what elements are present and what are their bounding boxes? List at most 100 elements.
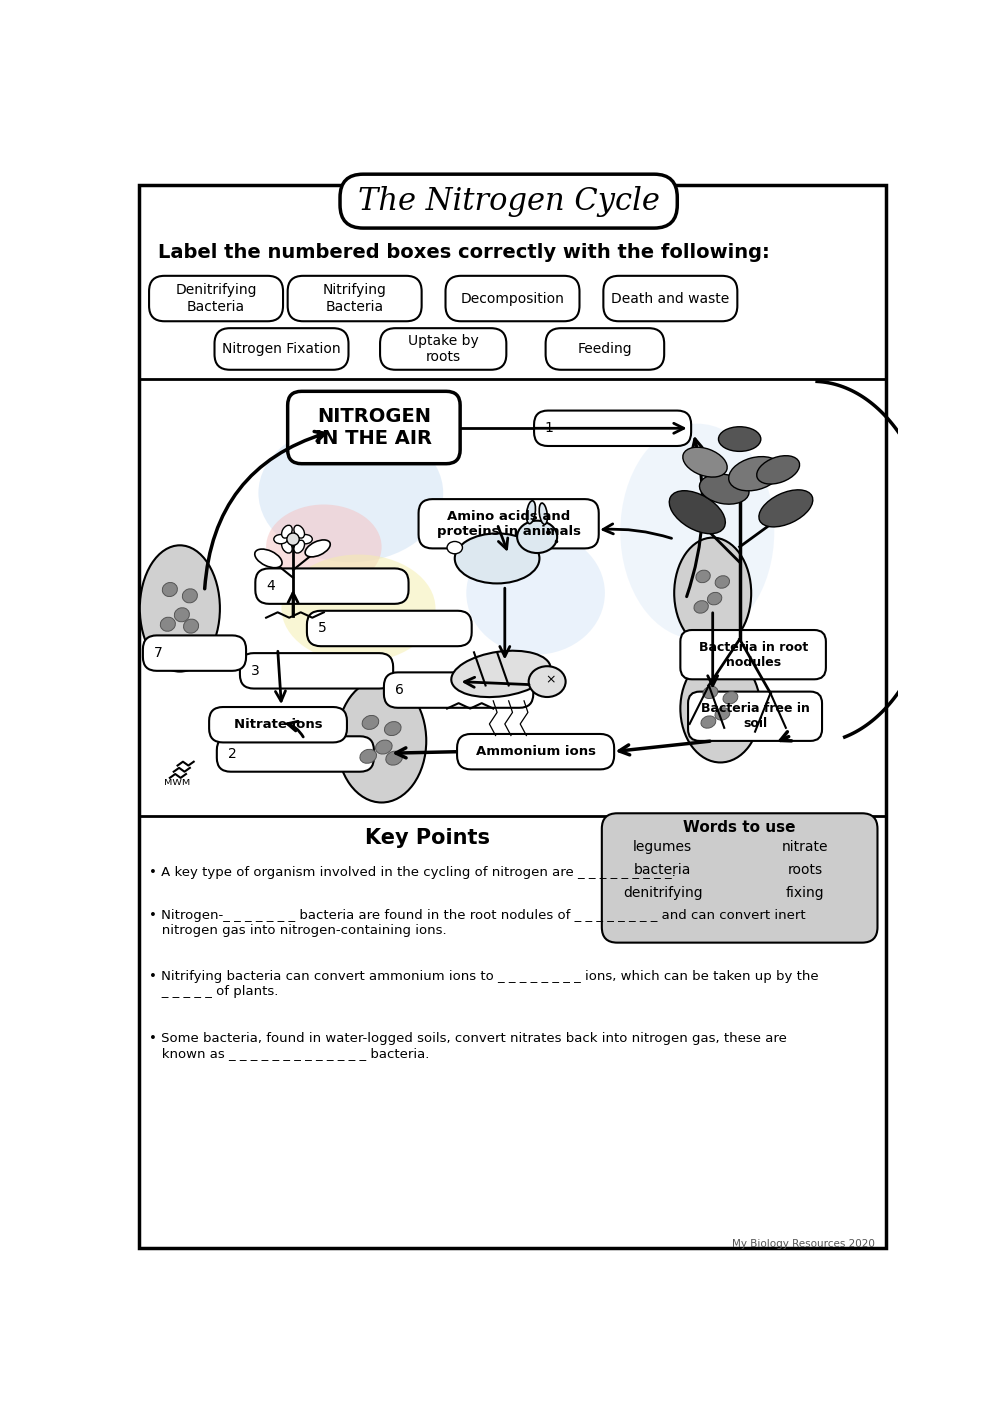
Ellipse shape: [384, 722, 401, 736]
Text: 1: 1: [545, 421, 554, 435]
Ellipse shape: [298, 534, 312, 544]
FancyBboxPatch shape: [446, 276, 579, 321]
Ellipse shape: [360, 749, 377, 763]
Ellipse shape: [282, 526, 292, 538]
Circle shape: [287, 533, 299, 545]
Text: 4: 4: [266, 579, 275, 593]
Text: ×: ×: [546, 674, 556, 687]
Text: Key Points: Key Points: [365, 828, 490, 848]
Ellipse shape: [182, 589, 197, 603]
Ellipse shape: [294, 526, 305, 538]
Text: 3: 3: [251, 664, 259, 678]
Text: NITROGEN
IN THE AIR: NITROGEN IN THE AIR: [315, 407, 432, 448]
Ellipse shape: [466, 531, 605, 654]
Ellipse shape: [305, 540, 330, 557]
Ellipse shape: [683, 448, 727, 478]
Text: • Nitrifying bacteria can convert ammonium ions to _ _ _ _ _ _ _ _ ions, which c: • Nitrifying bacteria can convert ammoni…: [149, 971, 819, 999]
Ellipse shape: [451, 651, 551, 697]
Ellipse shape: [694, 601, 708, 613]
Text: • Some bacteria, found in water-logged soils, convert nitrates back into nitroge: • Some bacteria, found in water-logged s…: [149, 1031, 787, 1060]
FancyBboxPatch shape: [688, 691, 822, 740]
Ellipse shape: [294, 540, 305, 552]
FancyBboxPatch shape: [419, 499, 599, 548]
Text: ᴹᵂᴹ: ᴹᵂᴹ: [164, 779, 191, 793]
Text: My Biology Resources 2020: My Biology Resources 2020: [732, 1239, 874, 1249]
FancyBboxPatch shape: [380, 328, 506, 370]
Ellipse shape: [680, 654, 760, 763]
Text: bacteria: bacteria: [634, 863, 691, 877]
FancyBboxPatch shape: [457, 733, 614, 770]
Ellipse shape: [362, 715, 379, 729]
Text: Nitrogen Fixation: Nitrogen Fixation: [222, 342, 341, 356]
Ellipse shape: [282, 540, 292, 552]
FancyBboxPatch shape: [240, 653, 393, 688]
Ellipse shape: [282, 554, 436, 663]
FancyBboxPatch shape: [139, 185, 886, 1248]
FancyBboxPatch shape: [288, 391, 460, 463]
Ellipse shape: [386, 752, 402, 766]
Ellipse shape: [529, 666, 566, 697]
Ellipse shape: [707, 592, 722, 605]
FancyBboxPatch shape: [209, 706, 347, 742]
Text: 2: 2: [228, 747, 236, 762]
Ellipse shape: [674, 537, 751, 649]
FancyBboxPatch shape: [603, 276, 737, 321]
Ellipse shape: [376, 740, 392, 755]
Ellipse shape: [757, 455, 800, 485]
Text: The Nitrogen Cycle: The Nitrogen Cycle: [358, 185, 660, 216]
Text: Bacteria in root
nodules: Bacteria in root nodules: [699, 640, 808, 668]
Ellipse shape: [718, 427, 761, 451]
Text: • Nitrogen-_ _ _ _ _ _ _ bacteria are found in the root nodules of _ _ _ _ _ _ _: • Nitrogen-_ _ _ _ _ _ _ bacteria are fo…: [149, 909, 806, 937]
FancyBboxPatch shape: [288, 276, 422, 321]
Text: Denitrifying
Bacteria: Denitrifying Bacteria: [175, 284, 257, 314]
FancyBboxPatch shape: [534, 411, 691, 447]
FancyBboxPatch shape: [680, 630, 826, 680]
Text: Bacteria free in
soil: Bacteria free in soil: [701, 702, 809, 731]
Ellipse shape: [174, 608, 189, 622]
FancyBboxPatch shape: [384, 673, 533, 708]
Ellipse shape: [729, 456, 781, 490]
Ellipse shape: [162, 582, 177, 596]
FancyBboxPatch shape: [149, 276, 283, 321]
Text: 6: 6: [395, 682, 404, 697]
Text: Ammonium ions: Ammonium ions: [476, 745, 596, 759]
Ellipse shape: [455, 533, 539, 584]
FancyBboxPatch shape: [215, 328, 348, 370]
Ellipse shape: [701, 716, 716, 728]
FancyBboxPatch shape: [602, 814, 877, 942]
FancyBboxPatch shape: [143, 636, 246, 671]
Ellipse shape: [258, 424, 443, 562]
Ellipse shape: [517, 520, 557, 552]
Text: legumes: legumes: [633, 841, 692, 855]
Text: Decomposition: Decomposition: [461, 291, 564, 305]
Ellipse shape: [715, 575, 730, 588]
Text: Nitrifying
Bacteria: Nitrifying Bacteria: [323, 284, 387, 314]
FancyBboxPatch shape: [546, 328, 664, 370]
Text: Uptake by
roots: Uptake by roots: [408, 333, 479, 365]
Text: Words to use: Words to use: [683, 821, 796, 835]
Ellipse shape: [274, 534, 288, 544]
Text: nitrate: nitrate: [782, 841, 828, 855]
Ellipse shape: [699, 473, 749, 504]
Text: • A key type of organism involved in the cycling of nitrogen are _ _ _ _ _ _ _ _: • A key type of organism involved in the…: [149, 866, 676, 879]
Text: roots: roots: [788, 863, 823, 877]
Ellipse shape: [140, 545, 220, 671]
Ellipse shape: [715, 708, 730, 721]
Text: Feeding: Feeding: [578, 342, 632, 356]
Ellipse shape: [669, 490, 725, 534]
Ellipse shape: [255, 550, 282, 568]
FancyBboxPatch shape: [217, 736, 374, 771]
Text: fixing: fixing: [786, 886, 824, 900]
Text: Label the numbered boxes correctly with the following:: Label the numbered boxes correctly with …: [158, 243, 770, 263]
Ellipse shape: [160, 617, 175, 632]
Ellipse shape: [620, 424, 774, 639]
Ellipse shape: [759, 490, 813, 527]
Text: 5: 5: [318, 622, 326, 636]
Ellipse shape: [526, 500, 535, 524]
Ellipse shape: [723, 691, 738, 704]
Text: Death and waste: Death and waste: [611, 291, 729, 305]
Ellipse shape: [266, 504, 382, 589]
Text: Nitrate ions: Nitrate ions: [234, 718, 322, 732]
Text: Amino acids and
proteins in animals: Amino acids and proteins in animals: [437, 510, 581, 538]
Ellipse shape: [184, 619, 199, 633]
